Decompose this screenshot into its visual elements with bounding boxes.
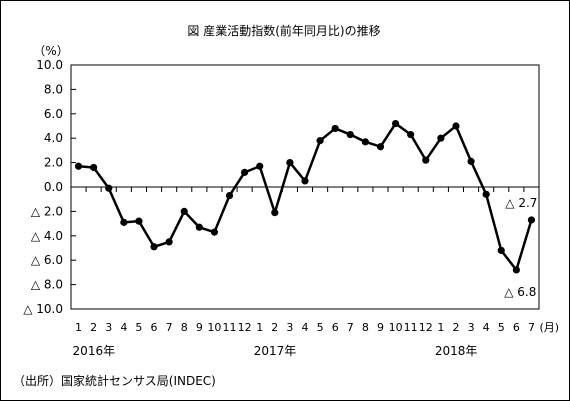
x-tick-label: 5 — [317, 321, 324, 334]
x-tick-label: 2 — [271, 321, 278, 334]
x-tick-label: 6 — [513, 321, 520, 334]
data-point — [150, 243, 158, 251]
y-tick-label: 8.0 — [44, 82, 63, 96]
data-point — [301, 177, 309, 185]
x-tick-label: 8 — [362, 321, 369, 334]
y-tick-label: 6.0 — [44, 107, 63, 121]
data-point — [467, 157, 475, 165]
y-axis-unit-label: （%） — [33, 44, 68, 58]
data-point — [452, 122, 460, 130]
data-label: △ 2.7 — [505, 196, 537, 210]
x-tick-label: 4 — [120, 321, 127, 334]
x-tick-label: 6 — [151, 321, 158, 334]
x-tick-label: 12 — [238, 321, 252, 334]
data-point — [135, 217, 143, 225]
x-tick-label: 5 — [135, 321, 142, 334]
series-line — [78, 122, 533, 272]
data-point — [180, 207, 188, 215]
data-point — [256, 162, 264, 170]
y-tick-label: 2.0 — [44, 156, 63, 170]
data-point — [105, 184, 113, 192]
chart-title: 図 産業活動指数(前年同月比)の推移 — [187, 23, 380, 38]
x-tick-label: 4 — [302, 321, 309, 334]
y-tick-label: △ 10.0 — [23, 302, 63, 316]
data-point — [195, 223, 203, 231]
data-point — [90, 163, 98, 172]
data-point — [241, 168, 249, 176]
y-tick-label: 0.0 — [44, 180, 63, 194]
data-point — [497, 246, 505, 255]
x-tick-label: 7 — [528, 321, 535, 334]
y-tick-label: △ 4.0 — [31, 229, 63, 243]
data-label: △ 6.8 — [504, 285, 536, 299]
data-point — [482, 190, 490, 198]
x-tick-label: 2 — [452, 321, 459, 334]
year-label: 2018年 — [435, 344, 478, 358]
data-point — [210, 228, 219, 236]
data-point — [331, 124, 339, 133]
data-point — [346, 130, 354, 139]
data-point — [316, 137, 324, 145]
plot-area: 10.0 8.0 6.0 4.0 2.0 0.0 △ 2.0 △ 4.0 △ 6.0 △ 8.0 △… — [23, 58, 559, 358]
x-tick-label: 9 — [377, 321, 384, 334]
data-point — [120, 218, 128, 226]
x-tick-label: 12 — [419, 321, 433, 334]
x-tick-label: 11 — [404, 321, 418, 334]
data-point — [376, 143, 385, 151]
x-tick-label: 1 — [437, 321, 444, 334]
x-tick-label: 3 — [468, 321, 475, 334]
x-tick-label: 7 — [166, 321, 173, 334]
x-tick-label: 5 — [498, 321, 505, 334]
data-point — [422, 156, 430, 164]
x-tick-label: 3 — [105, 321, 112, 334]
x-tick-label: 11 — [223, 321, 237, 334]
x-tick-label: 4 — [483, 321, 490, 334]
x-tick-label: 7 — [347, 321, 354, 334]
data-point — [391, 119, 400, 128]
data-point — [407, 130, 415, 139]
x-tick-label: 9 — [196, 321, 203, 334]
data-point — [225, 191, 234, 200]
data-point — [74, 162, 83, 170]
x-tick-label: 10 — [389, 321, 403, 334]
y-tick-label: 4.0 — [44, 131, 63, 145]
data-point — [361, 138, 369, 146]
data-point — [512, 266, 520, 274]
x-tick-label: 1 — [75, 321, 82, 334]
y-tick-label: △ 2.0 — [31, 204, 63, 218]
data-point — [165, 238, 173, 246]
year-label: 2016年 — [73, 344, 116, 358]
y-tick-label: △ 8.0 — [31, 278, 63, 292]
y-tick-label: 10.0 — [36, 58, 63, 72]
year-label: 2017年 — [254, 344, 297, 358]
x-tick-label: 3 — [286, 321, 293, 334]
x-tick-label: 6 — [332, 321, 339, 334]
data-point — [271, 209, 279, 217]
x-tick-label: 10 — [207, 321, 221, 334]
x-tick-label: 1 — [256, 321, 263, 334]
x-tick-label: 2 — [90, 321, 97, 334]
data-point — [437, 134, 445, 142]
y-tick-label: △ 6.0 — [31, 253, 63, 267]
data-point — [286, 159, 294, 167]
x-axis-unit-label: (月) — [539, 321, 559, 334]
data-point — [527, 216, 536, 224]
source-note: （出所）国家統計センサス局(INDEC) — [13, 373, 216, 388]
x-tick-label: 8 — [181, 321, 188, 334]
